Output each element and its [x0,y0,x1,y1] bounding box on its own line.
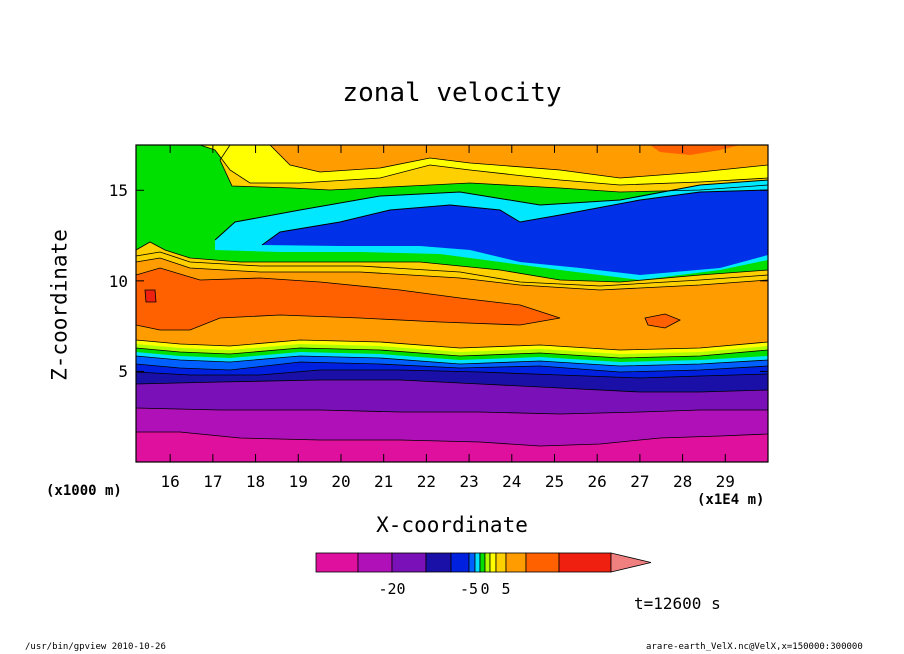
band-upper-orange [270,145,768,178]
colorbar-tick-label: 5 [501,580,511,598]
colorbar-swatch [558,552,612,573]
x-tick-label: 23 [459,472,479,491]
plot-area [136,145,768,462]
chart-title: zonal velocity [342,78,562,108]
colorbar-swatch [525,552,560,573]
x-tick-label: 28 [672,472,693,491]
plot-frame [135,144,769,463]
colorbar-swatch [479,552,486,573]
colorbar-tick-label: -20 [378,580,406,598]
x-tick-label: 16 [160,472,180,491]
colorbar [315,552,652,573]
colorbar-swatch [468,552,476,573]
footer-right: arare-earth_VelX.nc@VelX,x=150000:300000 [646,642,863,652]
colorbar-swatch [357,552,393,573]
colorbar-tick-label: -5 [459,580,479,598]
x-axis-label: X-coordinate [376,513,528,537]
y-axis-label: Z-coordinate [47,229,72,381]
colorbar-swatch [315,552,359,573]
x-tick-label: 17 [203,472,223,491]
patch-upper-red [650,145,740,155]
x-tick-label: 24 [502,472,522,491]
x-tick-label: 22 [416,472,436,491]
colorbar-extend-arrow [610,552,652,573]
x-tick-label: 27 [630,472,650,491]
time-annotation: t=12600 s [634,594,721,613]
colorbar-swatch [495,552,507,573]
colorbar-swatch [474,552,481,573]
footer-left: /usr/bin/gpview 2010-10-26 [25,642,166,652]
colorbar-swatch [391,552,427,573]
colorbar-swatch [489,552,497,573]
x-tick-label: 29 [715,472,735,491]
colorbar-swatch [425,552,452,573]
y-tick-label: 5 [118,362,128,382]
x-tick-label: 20 [331,472,351,491]
colorbar-tick-label: 0 [480,580,490,598]
colorbar-swatch [505,552,527,573]
y-tick-label: 15 [108,181,128,201]
patch-strongest [145,290,156,302]
x-tick-label: 18 [245,472,266,491]
colorbar-swatch [450,552,470,573]
colorbar-swatch [484,552,491,573]
x-axis-unit: (x1E4 m) [697,492,765,508]
jet-blue-core [262,190,768,275]
y-axis-unit: (x1000 m) [46,483,122,499]
x-tick-label: 26 [587,472,607,491]
y-tick-label: 10 [108,271,128,291]
core-strong-eastward [136,268,560,330]
x-tick-label: 21 [374,472,394,491]
x-tick-label: 19 [288,472,308,491]
x-tick-label: 25 [544,472,565,491]
